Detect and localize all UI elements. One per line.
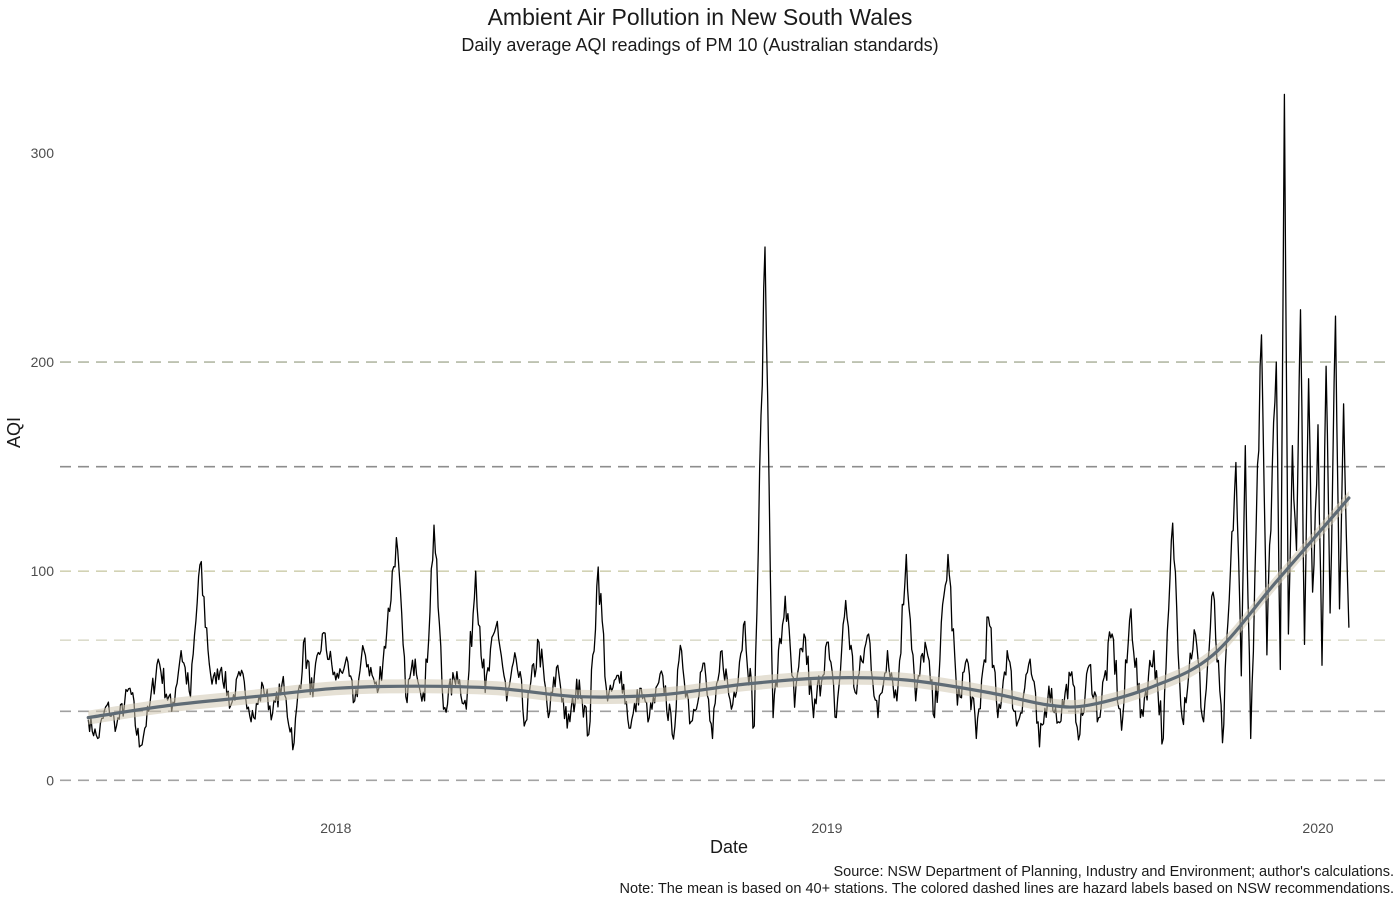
y-tick-label-300: 300 xyxy=(31,145,55,161)
x-tick-label-2018: 2018 xyxy=(320,820,351,836)
daily-aqi-line xyxy=(87,93,1350,751)
caption-source: Source: NSW Department of Planning, Indu… xyxy=(833,864,1395,880)
smoothed-mean-line xyxy=(86,496,1351,720)
caption-note: Note: The mean is based on 40+ stations.… xyxy=(619,881,1394,897)
chart-title: Ambient Air Pollution in New South Wales xyxy=(487,4,913,30)
chart-subtitle: Daily average AQI readings of PM 10 (Aus… xyxy=(461,35,939,55)
x-tick-label-2020: 2020 xyxy=(1302,820,1333,836)
y-tick-label-200: 200 xyxy=(31,354,55,370)
y-axis-title: AQI xyxy=(4,416,24,448)
x-tick-label-2019: 2019 xyxy=(811,820,842,836)
y-tick-label-0: 0 xyxy=(46,772,54,788)
x-axis-title: Date xyxy=(709,837,749,857)
smoothed-mean-ribbon xyxy=(88,491,1349,725)
y-tick-label-100: 100 xyxy=(31,563,55,579)
